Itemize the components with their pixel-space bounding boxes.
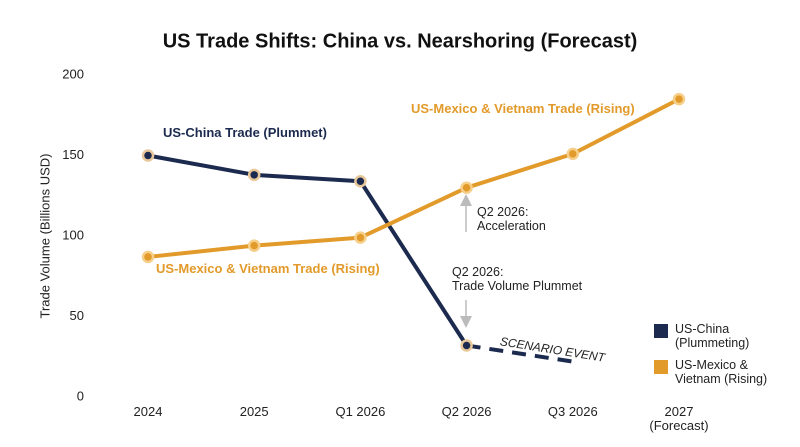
chart-title: US Trade Shifts: China vs. Nearshoring (… [163,30,638,52]
data-point [566,147,580,161]
data-point [354,175,367,188]
annotation: US-Mexico & Vietnam Trade (Rising) [156,261,380,276]
data-point [460,339,473,352]
y-tick-label: 0 [77,388,84,403]
series-line [147,97,680,259]
data-point [141,149,155,162]
legend-label: US-China (Plummeting) [675,322,750,350]
y-tick-label: 150 [62,147,84,162]
annotation: Q2 2026: Trade Volume Plummet [452,265,583,293]
x-tick-label: 2025 [239,404,269,419]
x-tick-label: Q3 2026 [547,404,598,419]
annotation: US-China Trade (Plummet) [163,125,327,140]
annotation: US-Mexico & Vietnam Trade (Rising) [411,101,635,116]
data-point [141,250,155,264]
legend-swatch [654,360,668,374]
data-point [247,239,261,252]
scenario-line [466,343,574,364]
data-point [672,92,686,106]
x-tick-label: 2027 (Forecast) [649,404,709,433]
x-tick-label: 2024 [133,404,163,419]
data-point [354,231,367,244]
data-point [247,168,261,182]
legend-label: US-Mexico & Vietnam (Rising) [675,358,768,386]
y-tick-label: 100 [62,227,84,242]
y-axis-label: Trade Volume (Billions USD) [37,154,52,319]
x-tick-label: Q2 2026 [441,404,492,419]
scenario-label: SCENARIO EVENT [499,334,608,365]
annotation: Q2 2026: Acceleration [477,205,546,233]
series-line [147,153,469,347]
y-tick-label: 50 [70,308,84,323]
data-point [460,181,473,194]
x-tick-label: Q1 2026 [335,404,386,419]
y-tick-label: 200 [62,66,84,81]
legend-swatch [654,324,668,338]
